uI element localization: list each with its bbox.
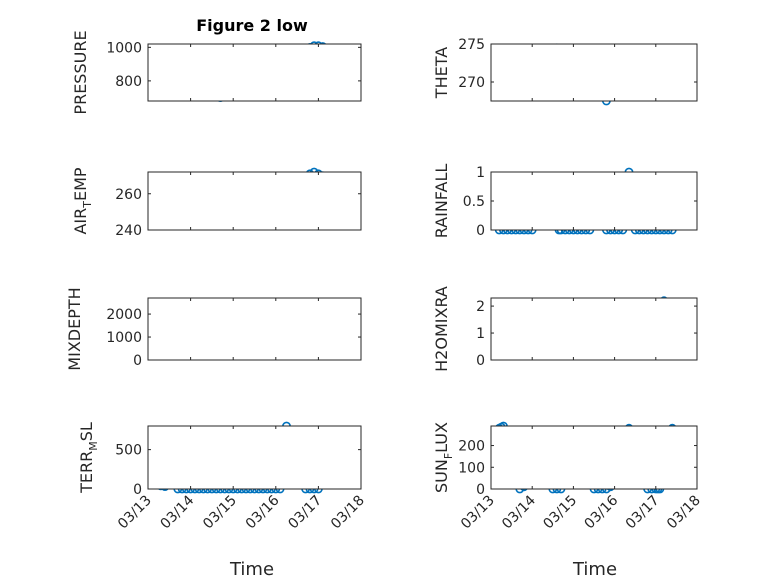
x-tick-label: 03/16 [582, 492, 622, 532]
axes-box [490, 297, 698, 361]
y-axis-label: SUNFLUX [432, 422, 455, 493]
y-tick-label: 2000 [106, 307, 142, 323]
subplot-5: 0 1000 2000 MIXDEPTH [65, 287, 362, 371]
axes-box [490, 425, 698, 490]
axes-box [147, 43, 362, 102]
y-tick-label: 100 [458, 460, 485, 476]
axes-box [490, 171, 698, 231]
y-axis-label: PRESSURE [71, 30, 90, 114]
x-tick-label: 03/15 [200, 493, 240, 533]
y-tick-label: 500 [115, 443, 142, 459]
y-axis-label: TERRMSL [77, 422, 100, 494]
x-axis-label-right: Time [572, 559, 617, 580]
y-tick-label: 0 [133, 353, 142, 369]
axes-box [490, 43, 698, 102]
x-tick-label: 03/14 [158, 492, 198, 532]
subplot-6: 0 1 2 H2OMIXRA [432, 286, 698, 372]
x-tick-label: 03/16 [243, 492, 283, 532]
y-axis-label: THETA [432, 47, 451, 99]
subplot-3: 240 260 AIRTEMP [71, 167, 362, 239]
y-tick-label: 1 [476, 165, 485, 181]
x-axis-label-left: Time [229, 559, 274, 580]
x-tick-label: 03/13 [115, 493, 155, 533]
y-tick-label: 260 [115, 187, 142, 203]
figure-title: Figure 2 low [196, 16, 308, 35]
y-axis-label: AIRTEMP [71, 167, 94, 234]
y-tick-label: 0.5 [463, 194, 485, 210]
y-axis-label: MIXDEPTH [65, 287, 84, 370]
y-axis-label: H2OMIXRA [432, 286, 451, 372]
y-tick-label: 0 [476, 482, 485, 498]
subplot-2: 270 275 THETA [432, 37, 698, 106]
y-tick-label: 0 [133, 482, 142, 498]
x-tick-label: 03/18 [328, 493, 368, 533]
y-tick-label: 1 [476, 326, 485, 342]
y-tick-label: 2 [476, 299, 485, 315]
x-tick-label: 03/15 [540, 493, 580, 533]
subplot-4: 0 0.5 1 RAINFALL [432, 164, 698, 239]
subplot-1: 800 1000 PRESSURE [71, 30, 362, 115]
x-tick-label: 03/17 [285, 493, 325, 533]
axes-box [147, 297, 362, 361]
y-tick-label: 200 [458, 439, 485, 455]
y-tick-label: 0 [476, 353, 485, 369]
x-tick-label: 03/14 [499, 492, 539, 532]
subplot-7: 0 500 TERRMSL 03/13 03/14 03/15 03/16 03/17 03/1… [77, 421, 368, 533]
y-tick-label: 275 [458, 37, 485, 53]
x-tick-label: 03/13 [458, 493, 498, 533]
y-tick-label: 1000 [106, 40, 142, 56]
y-tick-label: 800 [115, 74, 142, 90]
axes-box [147, 171, 362, 231]
y-tick-label: 240 [115, 223, 142, 239]
y-tick-label: 0 [476, 223, 485, 239]
y-tick-label: 1000 [106, 330, 142, 346]
x-tick-label: 03/18 [664, 493, 704, 533]
axes-box [147, 425, 362, 490]
y-axis-label: RAINFALL [432, 164, 451, 239]
x-tick-label: 03/17 [623, 493, 663, 533]
y-tick-label: 270 [458, 75, 485, 91]
